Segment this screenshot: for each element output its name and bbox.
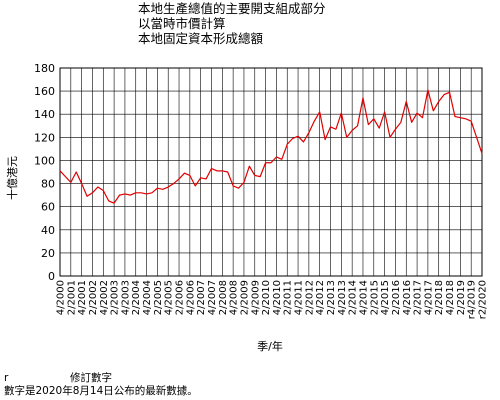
- x-tick-label: 4/2008: [229, 280, 240, 315]
- y-tick-label: 120: [34, 131, 55, 144]
- x-tick-label: 4/2004: [142, 280, 153, 315]
- y-tick-label: 0: [48, 270, 55, 283]
- x-tick-label: 2/2015: [369, 280, 380, 315]
- x-tick-label: 2/2006: [175, 280, 186, 315]
- x-tick-label: 2/2005: [153, 280, 164, 315]
- x-tick-label: 2/2019: [456, 280, 467, 315]
- x-tick-label: 4/2002: [99, 280, 110, 315]
- plot-area: [59, 67, 483, 277]
- y-tick-label: 100: [34, 154, 55, 167]
- x-tick-label: r2/2020: [478, 280, 489, 319]
- x-tick-label: 4/2000: [56, 280, 67, 315]
- x-tick-label: 4/2016: [402, 280, 413, 315]
- x-tick-label: 4/2014: [358, 280, 369, 315]
- y-axis-ticks: 0 20 40 60 80 100 120 140 160 180: [34, 62, 55, 283]
- x-tick-label: 4/2013: [337, 280, 348, 315]
- x-tick-label: 4/2001: [77, 280, 88, 315]
- revised-marker: r: [4, 372, 9, 384]
- x-tick-label: 2/2007: [196, 280, 207, 315]
- x-tick-label: 2/2012: [304, 280, 315, 315]
- x-axis-label: 季/年: [257, 339, 283, 353]
- x-tick-label: 4/2018: [445, 280, 456, 315]
- y-axis-label: 十億港元: [5, 156, 19, 200]
- y-tick-label: 80: [41, 178, 55, 191]
- y-tick-label: 180: [34, 62, 55, 75]
- x-tick-label: 4/2011: [294, 280, 305, 315]
- x-tick-label: 4/2005: [164, 280, 175, 315]
- x-tick-label: 2/2013: [326, 280, 337, 315]
- x-tick-label: 4/2003: [120, 280, 131, 315]
- x-tick-label: 4/2015: [380, 280, 391, 315]
- x-tick-label: 2/2008: [218, 280, 229, 315]
- x-tick-label: 2/2016: [391, 280, 402, 315]
- x-tick-label: 2/2011: [283, 280, 294, 315]
- y-tick-label: 60: [41, 201, 55, 214]
- y-tick-label: 20: [41, 247, 55, 260]
- y-tick-label: 40: [41, 224, 55, 237]
- x-tick-label: 4/2007: [207, 280, 218, 315]
- x-tick-label: 2/2018: [434, 280, 445, 315]
- x-tick-label: 2/2004: [131, 280, 142, 315]
- release-note: 數字是2020年8月14日公布的最新數據。: [4, 385, 198, 397]
- y-tick-label: 160: [34, 85, 55, 98]
- y-tick-label: 140: [34, 108, 55, 121]
- chart-title: 本地生產總值的主要開支組成部分: [138, 1, 326, 16]
- series: [59, 89, 483, 204]
- chart-subtitle: 以當時市價計算: [138, 16, 226, 31]
- revised-label: 修訂數字: [70, 372, 112, 384]
- x-tick-label: 4/2017: [423, 280, 434, 315]
- x-tick-label: r4/2019: [467, 280, 478, 319]
- x-tick-label: 2/2001: [66, 280, 77, 315]
- chart-series-title: 本地固定資本形成總額: [138, 31, 264, 46]
- x-tick-label: 4/2012: [315, 280, 326, 315]
- x-axis-ticks: 4/2000 2/2001 4/2001 2/2002 4/2002 2/2003 4/20…: [56, 280, 489, 319]
- x-tick-label: 2/2017: [413, 280, 424, 315]
- x-tick-label: 2/2014: [348, 280, 359, 315]
- x-tick-label: 2/2010: [261, 280, 272, 315]
- x-tick-label: 2/2003: [110, 280, 121, 315]
- grid: [60, 68, 482, 276]
- series-line: [59, 89, 483, 204]
- x-tick-label: 4/2006: [185, 280, 196, 315]
- x-tick-label: 4/2009: [250, 280, 261, 315]
- x-tick-label: 2/2002: [88, 280, 99, 315]
- x-tick-label: 4/2010: [272, 280, 283, 315]
- x-tick-label: 2/2009: [239, 280, 250, 315]
